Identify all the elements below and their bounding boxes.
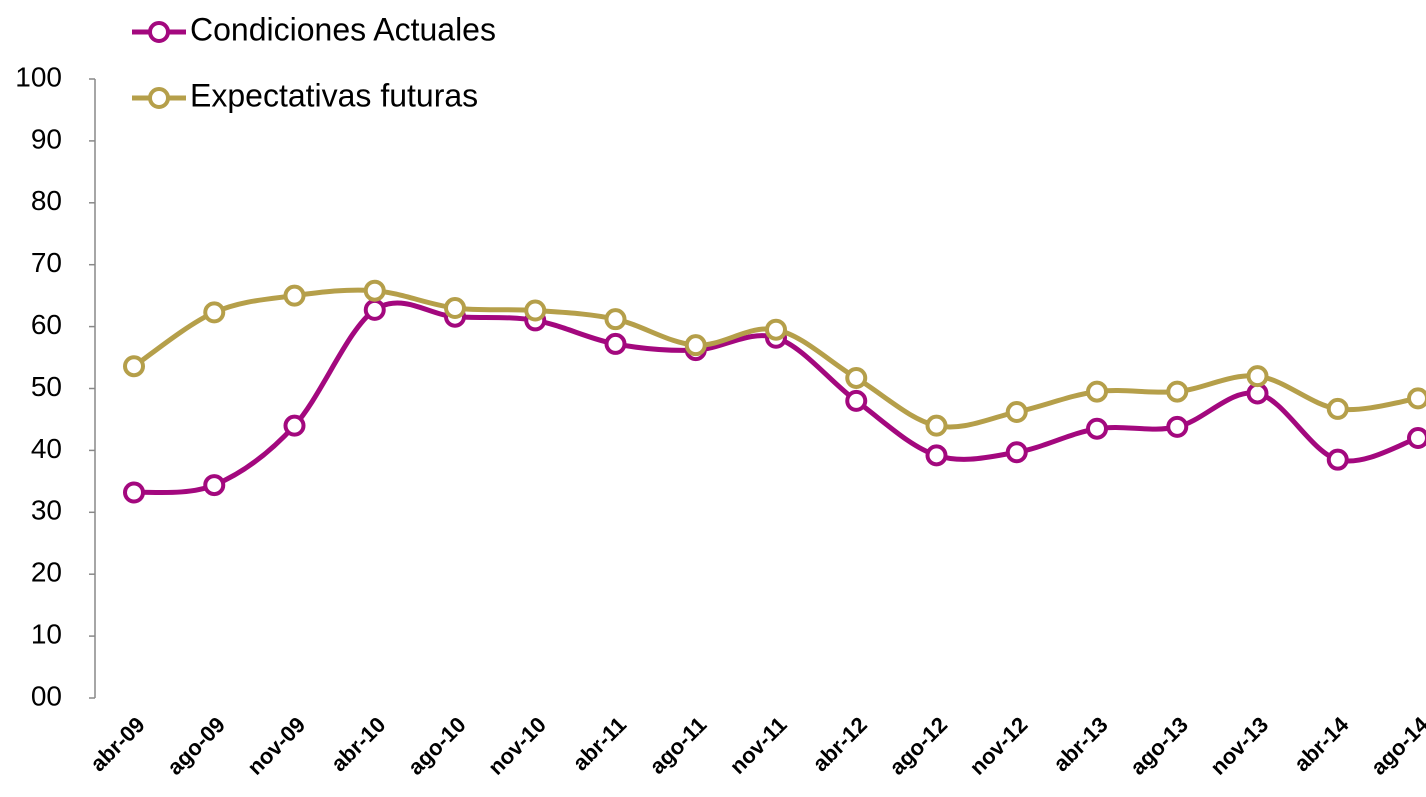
y-tick-label: 10 [31,618,62,649]
data-point [845,366,868,389]
x-tick-label: abr-14 [1289,711,1354,776]
y-tick-label: 30 [31,495,62,526]
y-tick-label: 100 [15,61,62,92]
data-point [925,414,948,437]
data-point [1246,365,1269,388]
legend-marker [148,87,170,109]
x-tick-label: ago-10 [403,712,471,780]
data-point [123,355,145,378]
data-point [1086,417,1108,440]
x-tick-label: nov-10 [483,712,551,780]
x-tick-label: abr-09 [85,712,149,776]
data-point [363,298,386,321]
x-tick-label: abr-13 [1048,712,1112,776]
data-point [765,318,787,341]
x-tick-label: ago-09 [162,712,230,780]
data-point [1407,427,1426,450]
data-point [1246,382,1269,405]
x-tick-label: nov-13 [1205,712,1273,780]
data-point [845,389,868,412]
data-point [123,481,145,504]
y-tick-label: 60 [31,309,62,340]
x-tick-label: nov-11 [725,712,792,779]
series-line [132,287,1419,430]
x-tick-label: nov-12 [965,712,1033,780]
legend-label: Condiciones Actuales [190,11,496,47]
data-point [1326,448,1349,471]
data-point [604,308,627,331]
data-point [1086,380,1108,403]
data-point [1326,397,1349,420]
y-tick-label: 90 [31,123,62,154]
data-point [1005,401,1028,424]
y-tick-label: 80 [31,185,62,216]
data-point [444,297,466,320]
data-point [203,474,226,497]
data-point [1166,415,1189,438]
x-tick-label: ago-12 [884,712,952,780]
legend-label: Expectativas futuras [190,77,478,113]
x-tick-label: nov-09 [242,712,310,780]
x-tick-label: ago-11 [644,712,711,779]
x-tick-label: ago-14 [1366,711,1426,779]
y-tick-label: 50 [31,371,62,402]
x-tick-label: abr-10 [326,712,390,776]
data-point [283,284,306,307]
data-point [363,279,386,302]
x-tick-label: abr-12 [808,712,872,776]
x-tick-label: ago-13 [1125,712,1193,780]
data-point [604,332,627,355]
data-point [1166,380,1189,403]
data-point [1407,387,1426,410]
data-point [203,301,226,324]
x-tick-label: abr-11 [568,712,632,776]
legend-marker [148,21,170,43]
y-tick-label: 70 [31,247,62,278]
y-tick-label: 20 [31,557,62,588]
data-point [925,444,948,467]
data-point [283,414,306,437]
y-tick-label: 40 [31,433,62,464]
y-tick-label: 00 [31,680,62,711]
data-point [684,334,707,357]
data-point [1005,441,1028,464]
data-point [524,299,547,322]
